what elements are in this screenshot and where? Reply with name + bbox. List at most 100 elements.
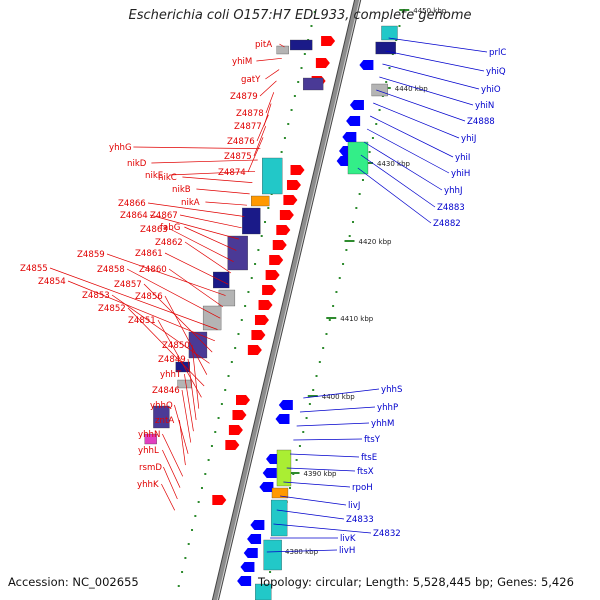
gene-label-livJ[interactable]: livJ — [348, 501, 360, 511]
tick-dot-left — [244, 305, 247, 307]
leader-line-left — [162, 449, 181, 488]
gene-label-yhhJ[interactable]: yhhJ — [444, 186, 463, 196]
gene-label-Z4853[interactable]: Z4853 — [82, 291, 110, 301]
tick-dot-right — [378, 109, 381, 111]
gene-label-fabG[interactable]: fabG — [160, 223, 180, 233]
tick-dot-right — [401, 11, 404, 13]
tick-dot-left — [194, 515, 197, 517]
gene-label-nikC[interactable]: nikC — [158, 173, 177, 183]
gene-label-yhiJ[interactable]: yhiJ — [461, 134, 476, 144]
gene-label-Z4855[interactable]: Z4855 — [20, 264, 48, 274]
gene-label-nikA[interactable]: nikA — [181, 198, 200, 208]
tick-dot-left — [197, 501, 200, 503]
gene-label-Z4874[interactable]: Z4874 — [218, 168, 246, 178]
gene-label-Z4863[interactable]: Z4863 — [140, 225, 168, 235]
gene-label-rsmD[interactable]: rsmD — [139, 463, 162, 473]
gene-label-nikB[interactable]: nikB — [172, 185, 191, 195]
tick-dot-left — [287, 123, 290, 125]
leader-line-left — [106, 253, 226, 296]
gene-label-prlC[interactable]: prlC — [489, 48, 506, 58]
tick-dot-right — [332, 305, 335, 307]
gene-label-livK[interactable]: livK — [340, 534, 356, 544]
gene-label-Z4859[interactable]: Z4859 — [77, 250, 105, 260]
gene-label-Z4854[interactable]: Z4854 — [38, 277, 66, 287]
gene-label-Z4864[interactable]: Z4864 — [120, 211, 148, 221]
leader-line-right — [366, 128, 450, 174]
gene-label-Z4856[interactable]: Z4856 — [135, 292, 163, 302]
leader-line-left — [265, 69, 280, 80]
gene-label-yhhK[interactable]: yhhK — [137, 480, 159, 490]
gene-label-Z4833[interactable]: Z4833 — [346, 515, 374, 525]
gene-label-yhhG[interactable]: yhhG — [109, 143, 132, 153]
forward-gene-block — [144, 433, 157, 445]
gene-label-livH[interactable]: livH — [339, 546, 355, 556]
reverse-gene-arrow — [266, 454, 281, 464]
tick-dot-right — [398, 25, 401, 27]
gene-label-Z4866[interactable]: Z4866 — [118, 199, 146, 209]
gene-label-yhhL[interactable]: yhhL — [138, 446, 159, 456]
gene-label-Z4882[interactable]: Z4882 — [433, 219, 461, 229]
gene-label-Z4877[interactable]: Z4877 — [234, 122, 262, 132]
leader-line-right — [369, 115, 454, 158]
gene-label-yhiI[interactable]: yhiI — [455, 153, 470, 163]
gene-label-Z4876[interactable]: Z4876 — [227, 137, 255, 147]
gene-label-ftsY[interactable]: ftsY — [364, 435, 381, 445]
gene-label-yhhT[interactable]: yhhT — [160, 370, 182, 380]
gene-label-Z4867[interactable]: Z4867 — [150, 211, 178, 221]
tick-dot-left — [234, 347, 237, 349]
gene-label-Z4879[interactable]: Z4879 — [230, 92, 258, 102]
gene-label-yhhM[interactable]: yhhM — [371, 419, 394, 429]
leader-line-left — [164, 252, 229, 285]
gene-label-Z4860[interactable]: Z4860 — [139, 265, 167, 275]
forward-gene-arrow — [232, 410, 247, 420]
tick-dot-left — [230, 361, 233, 363]
forward-gene-arrow — [212, 495, 227, 505]
tick-dot-left — [181, 571, 184, 573]
forward-gene-block — [175, 361, 190, 373]
gene-label-Z4858[interactable]: Z4858 — [97, 265, 125, 275]
gene-label-rpoH[interactable]: rpoH — [352, 483, 373, 493]
gene-label-Z4862[interactable]: Z4862 — [155, 238, 183, 248]
gene-label-yhhN[interactable]: yhhN — [138, 430, 160, 440]
leader-line-right — [299, 406, 376, 413]
gene-label-Z4878[interactable]: Z4878 — [236, 109, 264, 119]
tick-dot-left — [220, 403, 223, 405]
gene-label-yhiN[interactable]: yhiN — [475, 101, 494, 111]
gene-label-Z4857[interactable]: Z4857 — [114, 280, 142, 290]
tick-dot-right — [328, 319, 331, 321]
gene-label-Z4851[interactable]: Z4851 — [128, 316, 156, 326]
gene-label-ftsE[interactable]: ftsE — [361, 453, 377, 463]
gene-label-ftsX[interactable]: ftsX — [357, 467, 374, 477]
gene-label-zntA[interactable]: zntA — [155, 416, 174, 426]
gene-label-nikE[interactable]: nikE — [145, 171, 163, 181]
reverse-gene-block — [375, 41, 396, 55]
gene-label-yhhQ[interactable]: yhhQ — [150, 401, 173, 411]
gene-label-gatY[interactable]: gatY — [241, 75, 261, 85]
leader-line-right — [290, 453, 360, 458]
gene-label-yhhS[interactable]: yhhS — [381, 385, 402, 395]
gene-label-Z4852[interactable]: Z4852 — [98, 304, 126, 314]
gene-label-Z4861[interactable]: Z4861 — [135, 249, 163, 259]
leader-line-left — [253, 125, 267, 157]
gene-label-Z4888[interactable]: Z4888 — [467, 117, 495, 127]
reverse-gene-arrow — [349, 100, 364, 110]
gene-label-Z4850[interactable]: Z4850 — [162, 341, 190, 351]
gene-label-Z4832[interactable]: Z4832 — [373, 529, 401, 539]
tick-dot-left — [207, 459, 210, 461]
backbone-line — [212, 0, 361, 600]
leader-line-left — [163, 466, 178, 500]
gene-label-yhiQ[interactable]: yhiQ — [486, 67, 506, 77]
gene-label-yhiH[interactable]: yhiH — [451, 169, 470, 179]
gene-label-yhiO[interactable]: yhiO — [481, 85, 501, 95]
gene-label-yhhP[interactable]: yhhP — [377, 403, 398, 413]
gene-label-yhiM[interactable]: yhiM — [232, 57, 252, 67]
gene-label-Z4846[interactable]: Z4846 — [152, 386, 180, 396]
gene-label-Z4875[interactable]: Z4875 — [224, 152, 252, 162]
tick-dot-left — [184, 557, 187, 559]
gene-label-Z4883[interactable]: Z4883 — [437, 203, 465, 213]
gene-label-nikD[interactable]: nikD — [127, 159, 147, 169]
tick-dot-right — [288, 487, 291, 489]
gene-label-Z4849[interactable]: Z4849 — [158, 355, 186, 365]
gene-label-pitA[interactable]: pitA — [255, 40, 272, 50]
